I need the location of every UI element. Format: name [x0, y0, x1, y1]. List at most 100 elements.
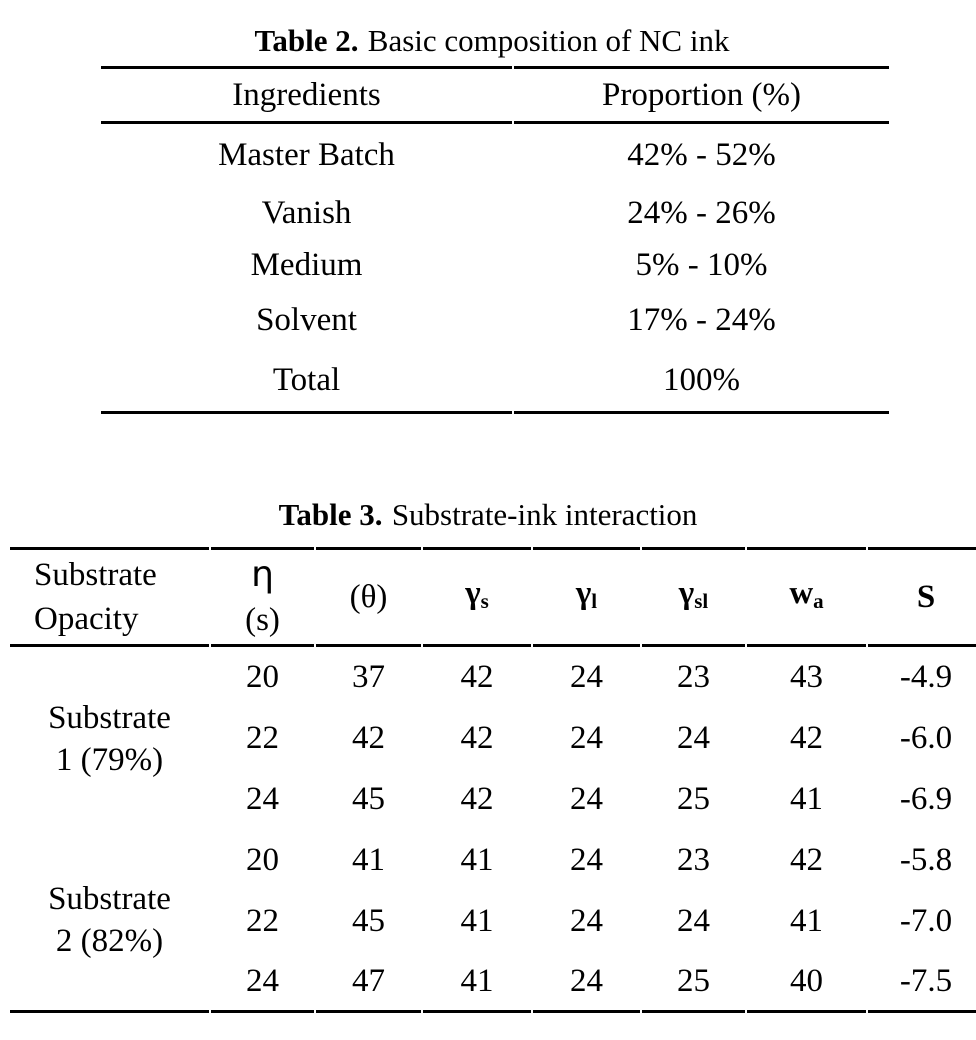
table2-row: Master Batch 42% - 52% [101, 124, 889, 186]
table3-cell-theta: 45 [352, 781, 385, 817]
table-basic-composition: Ingredients Proportion (%) Master Batch … [99, 66, 891, 414]
header-line: Substrate [34, 557, 157, 593]
table3-group-label-substrate-2: Substrate 2 (82%) [10, 830, 209, 1013]
table3-cell-eta: 24 [211, 952, 314, 1013]
subscript: l [591, 589, 598, 613]
table3-cell-s: -7.0 [899, 903, 953, 939]
table3-cell-eta: 20 [246, 842, 279, 878]
table3-row: 24 47 41 24 25 40 -7.5 [10, 952, 976, 1013]
table2-header-row: Ingredients Proportion (%) [101, 66, 889, 124]
table3-cell-s: -4.9 [899, 659, 953, 695]
table3-cell-eta: 22 [246, 903, 279, 939]
table2-cell-proportion: 100% [514, 350, 889, 414]
table3-cell-gamma-s: 42 [460, 659, 494, 695]
table3-cell-gamma-l: 24 [570, 781, 603, 817]
subscript: a [813, 589, 824, 613]
table2-cell-ingredient: Total [101, 350, 512, 414]
table3-cell-theta: 42 [352, 720, 385, 756]
table3-cell-gamma-sl: 25 [677, 781, 710, 817]
group-line: 1 (79%) [55, 741, 164, 778]
table3-caption: Table 3. Substrate-ink interaction [8, 496, 968, 534]
subscript: s [480, 589, 489, 613]
table3-cell-wa: 42 [790, 842, 823, 878]
table2-row: Solvent 17% - 24% [101, 290, 889, 350]
header-line: Opacity [34, 601, 139, 637]
table3-col-header-gamma-sl: γsl [642, 547, 745, 647]
table3-cell-gamma-s: 41 [423, 952, 531, 1013]
table3-col-header-gamma-l: γl [533, 547, 640, 647]
table3-cell-wa: 43 [790, 659, 823, 695]
table3-cell-s: -6.0 [899, 720, 953, 756]
table3-cell-gamma-l: 24 [570, 720, 603, 756]
table2-cell-ingredient: Solvent [256, 301, 357, 338]
table3-row: 22 42 42 24 24 42 -6.0 [10, 708, 976, 769]
table2-cell-proportion: 5% - 10% [635, 246, 768, 283]
table3-col-header-substrate-opacity: Substrate Opacity [10, 547, 209, 647]
table2-row: Medium 5% - 10% [101, 240, 889, 290]
table3-cell-gamma-sl: 25 [642, 952, 745, 1013]
table3-col-header-gamma-s: γs [423, 547, 531, 647]
table3-cell-gamma-l: 24 [570, 842, 603, 878]
table3-cell-theta: 47 [316, 952, 421, 1013]
group-line: Substrate [48, 699, 171, 736]
table3-cell-gamma-sl: 23 [677, 659, 710, 695]
table3-cell-gamma-l: 24 [570, 903, 603, 939]
group-line: 2 (82%) [55, 923, 164, 959]
table3-cell-eta: 24 [246, 781, 279, 817]
table3-cell-theta: 45 [352, 903, 385, 939]
table3-row: Substrate 2 (82%) 20 41 41 24 23 42 -5.8 [10, 830, 976, 1013]
table3-row: 24 45 42 24 25 41 -6.9 [10, 769, 976, 830]
table2-caption-text: Basic composition of NC ink [367, 23, 730, 58]
table3-cell-s: -7.5 [868, 952, 976, 1013]
table3-cell-gamma-s: 42 [460, 781, 494, 817]
table-substrate-ink-interaction: Substrate Opacity η (s) (θ) γs γl γsl wa… [8, 547, 976, 1013]
table3-col-header-s: S [868, 547, 976, 647]
table3-cell-eta: 20 [246, 659, 279, 695]
table3-group-label-substrate-1: Substrate 1 (79%) [10, 647, 209, 830]
gamma-symbol: γ [575, 575, 592, 611]
table3-cell-wa: 42 [790, 720, 823, 756]
w-symbol: w [789, 575, 814, 611]
table2-cell-proportion: 17% - 24% [627, 301, 776, 338]
table2-caption-number: Table 2. [254, 23, 359, 58]
table2-cell-ingredient: Master Batch [218, 136, 395, 173]
table3-cell-gamma-l: 24 [533, 952, 640, 1013]
table2-row: Vanish 24% - 26% [101, 186, 889, 240]
table3-cell-gamma-sl: 24 [677, 720, 710, 756]
table2-col-header-proportion: Proportion (%) [514, 66, 889, 124]
table3-caption-text: Substrate-ink interaction [391, 497, 698, 532]
table3-cell-wa: 41 [790, 781, 823, 817]
table2-caption: Table 2. Basic composition of NC ink [99, 22, 885, 60]
table3-col-header-theta: (θ) [316, 547, 421, 647]
theta-symbol: (θ) [349, 579, 388, 615]
subscript: sl [694, 589, 709, 613]
eta-symbol: η [251, 553, 274, 595]
table3-cell-gamma-s: 41 [460, 903, 494, 939]
table3-caption-number: Table 3. [278, 497, 383, 532]
table3-header-row: Substrate Opacity η (s) (θ) γs γl γsl wa… [10, 547, 976, 647]
table3-cell-theta: 37 [352, 659, 385, 695]
table3-row: 22 45 41 24 24 41 -7.0 [10, 891, 976, 952]
s-symbol: S [916, 579, 936, 615]
table3-col-header-eta-s: η (s) [211, 547, 314, 647]
header-line: (s) [245, 601, 280, 638]
table3-cell-s: -6.9 [899, 781, 953, 817]
table2-cell-proportion: 24% - 26% [627, 194, 776, 231]
table2-cell-proportion: 42% - 52% [627, 136, 776, 173]
table3-row: Substrate 1 (79%) 20 37 42 24 23 43 -4.9 [10, 647, 976, 778]
table3-cell-gamma-sl: 24 [677, 903, 710, 939]
table2-row: Total 100% [101, 350, 889, 414]
table3-cell-s: -5.8 [899, 842, 953, 878]
table3-cell-gamma-s: 41 [460, 842, 494, 878]
table2-cell-ingredient: Medium [250, 246, 363, 283]
table3-cell-gamma-sl: 23 [677, 842, 710, 878]
table3-cell-eta: 22 [246, 720, 279, 756]
table3-cell-gamma-l: 24 [570, 659, 603, 695]
table3-cell-wa: 41 [790, 903, 823, 939]
table2-col-header-ingredients: Ingredients [101, 66, 512, 124]
table3-cell-theta: 41 [352, 842, 385, 878]
table3-col-header-wa: wa [747, 547, 866, 647]
table2-cell-ingredient: Vanish [261, 194, 352, 231]
group-line: Substrate [48, 881, 171, 917]
table3-cell-gamma-s: 42 [460, 720, 494, 756]
